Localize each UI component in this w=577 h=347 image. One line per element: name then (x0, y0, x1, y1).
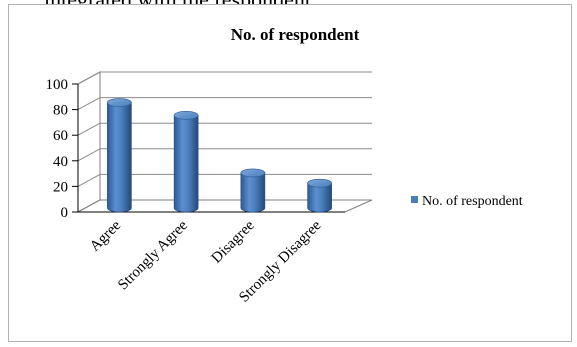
bar-cap (173, 111, 199, 120)
y-tick-label: 100 (46, 77, 69, 93)
legend: No. of respondent (411, 194, 523, 209)
bar-cap (107, 98, 132, 107)
bar-disagree (240, 168, 266, 213)
bar-body (240, 172, 266, 213)
left-wall (77, 71, 101, 213)
x-tick-label: Strongly Agree (115, 217, 191, 293)
chart-title: No. of respondent (231, 25, 360, 44)
y-tick-label: 40 (53, 154, 68, 170)
y-tick-label: 0 (61, 205, 69, 221)
bar-strongly-agree (173, 111, 199, 213)
x-tick-label: Agree (87, 217, 124, 254)
bar-strongly-disagree (307, 178, 332, 213)
bar-cap (240, 168, 266, 178)
gridline-side (77, 173, 101, 187)
y-tick-label: 60 (53, 128, 68, 144)
bar-body (307, 182, 332, 213)
bar-cap (307, 178, 332, 188)
bar-body (107, 102, 132, 213)
bars (107, 98, 332, 213)
chart-frame (8, 4, 572, 342)
y-tick-label: 20 (53, 179, 68, 195)
gridline-side (77, 148, 101, 162)
y-tick-label: 80 (53, 103, 68, 119)
legend-swatch (411, 196, 418, 203)
bar-agree (107, 98, 132, 213)
bar-body (173, 115, 199, 213)
gridline-side (77, 122, 101, 136)
legend-label: No. of respondent (422, 194, 523, 209)
gridline-side (77, 97, 101, 111)
x-tick-label: Disagree (209, 217, 258, 266)
y-axis-ticks: 0 20 40 60 80 100 (46, 77, 79, 221)
gridline-side (77, 71, 101, 85)
